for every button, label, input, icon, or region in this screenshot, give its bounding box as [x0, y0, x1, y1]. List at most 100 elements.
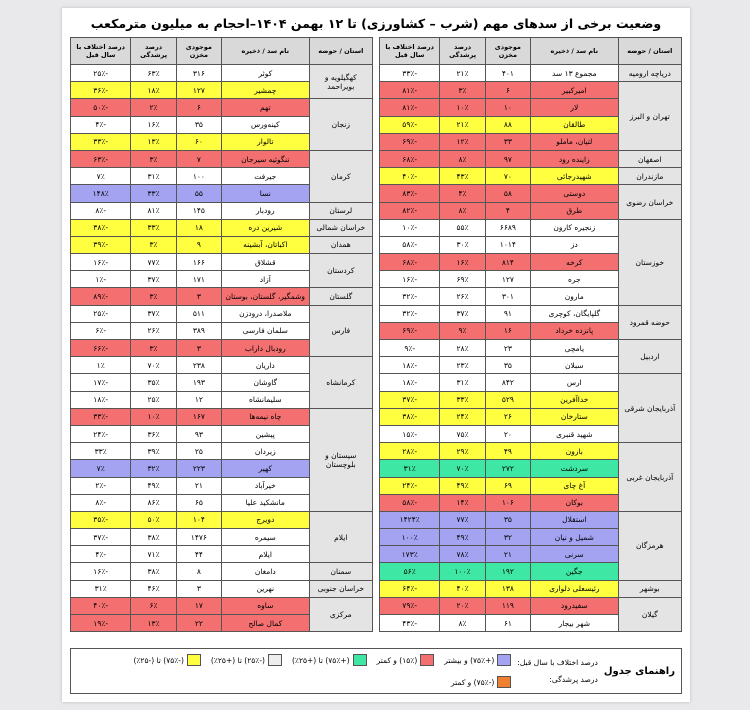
cell-diff: -۴۰٪ [378, 167, 441, 186]
cell-volume: ۳۱۶ [175, 63, 223, 83]
cell-diff: -۳۳٪ [69, 132, 132, 151]
province: زنجان [308, 98, 374, 151]
cell-name: جره [530, 270, 619, 289]
cell-diff: -۸۹٪ [69, 287, 132, 306]
dam-row: مارون ۳۰۱ ۲۶٪ -۳۲٪ [378, 287, 682, 306]
cell-name: دوستی [530, 184, 619, 203]
title: وضعیت برخی از سدهای مهم (شرب – کشاورزی) … [90, 16, 662, 31]
cell-name: آغ چای [530, 476, 619, 495]
legend-label: (+۷۵٪) تا (+۲۵٪) [291, 655, 350, 665]
cell-name: شهید قنبری [530, 424, 619, 444]
legend-swatch [352, 654, 367, 666]
cell-diff: -۱٪ [69, 270, 132, 289]
cell-diff: -۱۷٪ [69, 373, 132, 392]
cell-name: امیرکبیر [530, 81, 619, 100]
column-header: درصد پرشدگی [439, 37, 486, 65]
dam-row: کرمانشاه داریان ۲۳۸ ۷۰٪ ۱٪ [69, 356, 374, 409]
province: خراسان رضوی [617, 184, 683, 220]
cell-fill: ۷۰٪ [439, 459, 486, 478]
cell-volume: ۲۳۸ [175, 356, 223, 375]
cell-volume: ۱۷۱ [175, 270, 223, 289]
cell-name: ایلام [221, 545, 310, 564]
legend-diff-label: درصد اختلاف با سال قبل: [517, 658, 598, 667]
cell-volume: ۱۷ [175, 596, 223, 616]
cell-name: مجموع ۱۳ سد [530, 63, 619, 83]
cell-fill: ۳۳٪ [130, 184, 177, 203]
cell-diff: -۶۹٪ [378, 321, 441, 341]
cell-diff: ۱۴۲۴٪ [378, 510, 441, 530]
cell-fill: ۲۵٪ [130, 390, 177, 409]
dam-table: استان / حوضه نام سد / ذخیره موجودی مخزن درص… [378, 37, 683, 633]
cell-fill: ۲۶٪ [439, 287, 486, 306]
cell-diff: ۷٪ [69, 459, 132, 478]
cell-name: بارون [530, 442, 619, 461]
cell-name: سبلان [530, 356, 619, 375]
cell-name: سلمان فارسی [221, 321, 310, 341]
cell-volume: ۳۰۱ [484, 287, 532, 306]
dam-row: جره ۱۲۷ ۶۹٪ -۱۶٪ [378, 270, 682, 289]
dam-row: زیردان ۲۵ ۳۹٪ ۳۳٪ [69, 442, 373, 461]
cell-fill: ۹٪ [439, 321, 486, 341]
card: وضعیت برخی از سدهای مهم (شرب – کشاورزی) … [62, 8, 690, 702]
dam-row: کینه‌ورس ۳۵ ۱۶٪ -۴٪ [69, 115, 373, 134]
cell-fill: ۱۰۰٪ [439, 562, 486, 581]
legend-item: (-۲۵٪) تا (+۲۵٪) [211, 654, 282, 666]
dam-table: استان / حوضه نام سد / ذخیره موجودی مخزن درص… [69, 37, 374, 633]
dam-row: سیستان و بلوچستان چاه نیمه‌ها ۱۶۷ ۱۰٪ -۳۳٪ [69, 407, 374, 512]
cell-diff: -۲۸٪ [378, 442, 441, 461]
cell-fill: ۳۷٪ [130, 304, 177, 323]
cell-diff: -۳۵٪ [69, 510, 132, 530]
cell-fill: ۸٪ [439, 613, 486, 633]
cell-volume: ۸۱۴ [484, 253, 532, 272]
cell-fill: ۴۳٪ [439, 167, 486, 186]
cell-volume: ۳ [175, 287, 223, 306]
cell-diff: -۵۸٪ [378, 493, 441, 512]
column-header: نام سد / ذخیره [530, 37, 619, 65]
dam-row: چمشیر ۱۲۷ ۱۸٪ -۳۶٪ [69, 81, 373, 100]
cell-diff: -۲۵٪ [69, 63, 132, 83]
legend-item: (۱۵٪) و کمتر [377, 654, 435, 666]
cell-name: مارون [530, 287, 619, 306]
province: آذربایجان غربی [617, 442, 683, 512]
province: حوضه قمرود [617, 304, 683, 341]
cell-diff: -۳۷٪ [378, 390, 441, 409]
tbody: دریاچه ارومیه مجموع ۱۳ سد ۴۰۱ ۲۱٪ -۳۳٪ تهران … [378, 63, 683, 633]
cell-diff: -۷۹٪ [378, 596, 441, 616]
cell-name: نسا [221, 184, 310, 203]
cell-name: دز [530, 235, 619, 255]
cell-name: ستارخان [530, 407, 619, 426]
cell-fill: ۵۰٪ [130, 510, 177, 530]
cell-diff: -۱۸٪ [378, 373, 441, 392]
cell-volume: ۹۷ [484, 149, 532, 169]
cell-diff: ۱۷۳٪ [378, 545, 441, 564]
dam-row: مرکزی ساوه ۱۷ ۶٪ -۴۰٪ [69, 596, 374, 633]
cell-volume: ۸۴۲ [484, 373, 532, 392]
cell-diff: -۱۶٪ [69, 562, 132, 581]
cell-diff: -۸۱٪ [378, 81, 441, 100]
cell-name: وشمگیر، گلستان، بوستان [221, 287, 310, 306]
cell-volume: ۶ [175, 98, 223, 117]
legend: راهنمای جدول درصد اختلاف با سال قبل: درص… [70, 648, 682, 694]
cell-fill: ۵۵٪ [439, 218, 486, 237]
cell-diff: ۵۶٪ [378, 562, 441, 581]
cell-name: کوثر [221, 63, 310, 83]
cell-fill: ۲٪ [130, 98, 177, 117]
cell-fill: ۲۱٪ [439, 115, 486, 134]
dam-row: حوضه قمرود گلپایگان، کوچری ۹۱ ۳۷٪ -۳۲٪ [378, 304, 683, 341]
cell-volume: ۱۱۹ [484, 596, 532, 616]
province: تهران و البرز [617, 81, 683, 151]
column-header: درصد اختلاف با سال قبل [378, 37, 441, 65]
cell-volume: ۸ [175, 562, 223, 581]
province: خوزستان [617, 218, 683, 306]
cell-volume: ۶ [484, 81, 532, 100]
thead: استان / حوضه نام سد / ذخیره موجودی مخزن درص… [69, 37, 374, 65]
cell-volume: ۱۲۷ [484, 270, 532, 289]
thead: استان / حوضه نام سد / ذخیره موجودی مخزن درص… [378, 37, 683, 65]
dam-row: سلمان فارسی ۳۸۹ ۲۶٪ -۶٪ [69, 321, 373, 341]
cell-fill: ۱۶٪ [439, 253, 486, 272]
province: دریاچه ارومیه [617, 63, 683, 83]
dam-row: کرخه ۸۱۴ ۱۶٪ -۶۸٪ [378, 253, 682, 272]
cell-diff: -۶۴٪ [378, 579, 441, 598]
cell-diff: -۳۹٪ [69, 235, 132, 255]
cell-name: آزاد [221, 270, 310, 289]
